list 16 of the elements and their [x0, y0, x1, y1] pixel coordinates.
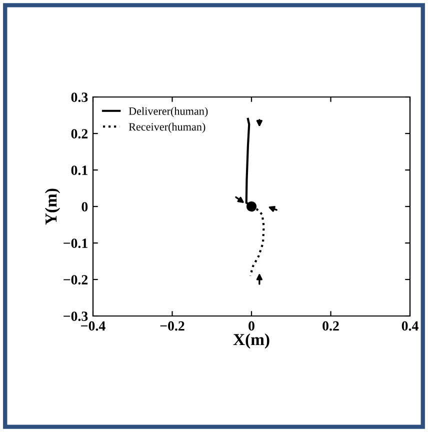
- x-tick-label: 0.2: [322, 321, 339, 331]
- x-tick-label: 0: [248, 321, 254, 331]
- y-tick-label: −0.3: [64, 312, 88, 322]
- y-tick-label: 0: [82, 202, 88, 212]
- y-tick-label: −0.1: [64, 238, 88, 248]
- y-axis-title: Y(m): [44, 188, 60, 225]
- x-tick-label: −0.2: [160, 321, 184, 331]
- legend-label: Deliverer(human): [128, 107, 208, 118]
- y-tick-label: 0.2: [71, 129, 88, 139]
- x-axis-title: X(m): [233, 333, 270, 349]
- x-tick-label: 0.4: [402, 321, 418, 331]
- y-tick-label: −0.2: [64, 275, 88, 285]
- x-tick-label: −0.4: [81, 321, 106, 331]
- y-tick-label: 0.3: [71, 92, 88, 102]
- legend-label: Receiver(human): [128, 122, 206, 133]
- y-tick-label: 0.1: [71, 166, 88, 176]
